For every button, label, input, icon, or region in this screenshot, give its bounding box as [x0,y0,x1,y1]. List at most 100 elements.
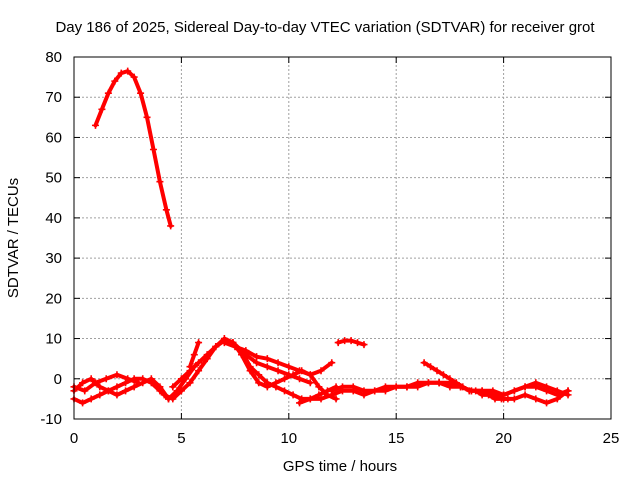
x-tick-label: 0 [70,430,78,447]
y-tick-label: 40 [45,210,62,227]
data-point [500,395,508,403]
data-point [113,371,121,379]
data-point [96,383,104,391]
data-point [296,367,304,375]
series-arc-high [91,67,175,230]
data-point [281,387,289,395]
data-point [334,339,342,347]
data-point [79,379,87,387]
tick-layer: 0 5 10 15 20 25 -10 0 10 20 30 40 50 60 70 80 [40,49,619,447]
data-point [315,383,323,391]
data-point [102,375,110,383]
data-point [489,391,497,399]
data-point [543,399,551,407]
data-point [147,379,155,387]
data-point [306,379,314,387]
data-point [186,379,194,387]
data-point [274,359,282,367]
data-point [360,387,368,395]
data-point [285,371,293,379]
data-point [347,337,355,345]
data-point [263,355,271,363]
data-point [96,391,104,399]
data-point [332,395,340,403]
plot-frame [73,56,612,420]
data-point [424,379,432,387]
data-point [255,379,263,387]
data-point [220,339,228,347]
data-point [349,383,357,391]
data-point [521,383,529,391]
data-point [414,379,422,387]
data-point [137,89,145,97]
data-point [98,105,106,113]
data-point [186,363,194,371]
data-point [156,178,164,186]
y-tick-label: 70 [45,89,62,106]
data-point [433,367,441,375]
data-point [341,337,349,345]
data-point [427,363,435,371]
data-point [306,395,314,403]
data-point [130,73,138,81]
data-point [439,371,447,379]
data-point [124,67,132,75]
data-point [113,391,121,399]
data-point [457,383,465,391]
data-point [543,383,551,391]
data-point [91,121,99,129]
series-arc-h [334,337,368,349]
data-point [510,387,518,395]
data-point [328,387,336,395]
data-point [231,343,239,351]
data-point [553,387,561,395]
data-point [289,391,297,399]
data-point [124,375,132,383]
chart-title: Day 186 of 2025, Sidereal Day-to-day VTE… [55,19,595,36]
data-point [510,395,518,403]
series-arc-i [296,379,443,407]
data-point [467,387,475,395]
x-tick-label: 5 [177,430,185,447]
data-point [139,375,147,383]
data-point [328,359,336,367]
data-point [272,379,280,387]
y-tick-label: 60 [45,129,62,146]
data-point [521,391,529,399]
data-point [190,351,198,359]
y-tick-label: 80 [45,49,62,66]
data-point [392,383,400,391]
y-axis-label: SDTVAR / TECUs [5,178,22,298]
data-point [317,367,325,375]
data-point [122,379,130,387]
data-point [381,383,389,391]
y-tick-label: -10 [40,411,62,428]
data-point [134,379,142,387]
series-arc-c [70,371,142,395]
data-point [263,383,271,391]
data-point [255,371,263,379]
data-point [253,359,261,367]
data-point [160,391,168,399]
data-point [354,339,362,347]
data-point [296,399,304,407]
data-point [203,351,211,359]
data-point [122,387,130,395]
data-point [195,359,203,367]
data-layer [70,67,572,407]
data-point [306,371,314,379]
data-point [167,222,175,230]
data-point [104,387,112,395]
data-point [371,387,379,395]
series-arc-g [231,343,314,387]
data-point [532,395,540,403]
data-point [339,383,346,391]
data-point [285,363,293,371]
y-tick-label: 30 [45,250,62,267]
data-point [117,69,125,77]
series-arc-f [220,339,336,379]
data-point [91,379,99,387]
y-tick-label: 20 [45,290,62,307]
